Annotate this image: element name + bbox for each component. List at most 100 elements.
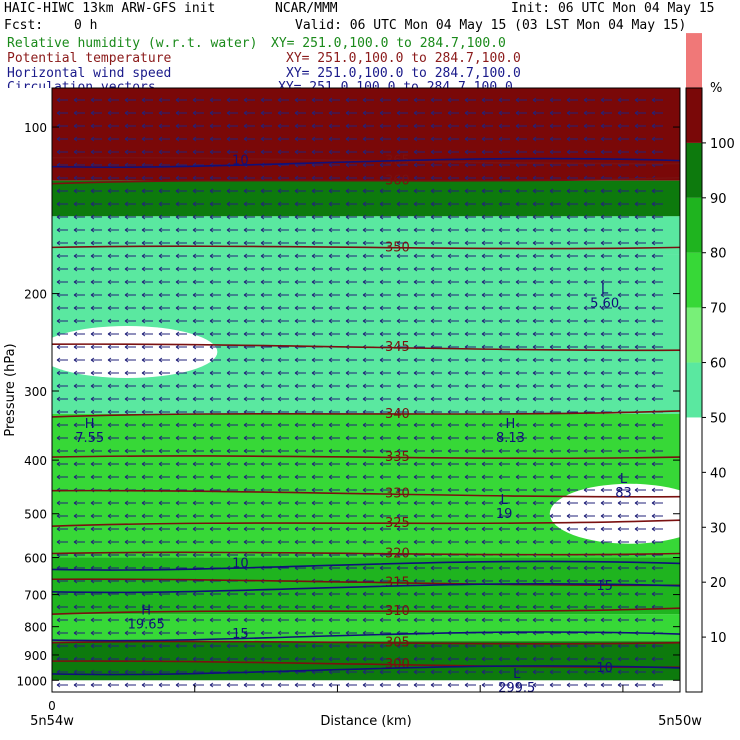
x-left-label: 5n54w bbox=[30, 714, 74, 729]
colorbar-bin bbox=[686, 197, 702, 253]
wind-contour-label: 10 bbox=[232, 556, 249, 571]
theta-contour-label: 335 bbox=[385, 450, 410, 465]
wind-contour-label: 15 bbox=[232, 627, 249, 642]
field-xy-wind: XY= 251.0,100.0 to 284.7,100.0 bbox=[286, 66, 521, 81]
extremum-value: 19 bbox=[496, 507, 513, 522]
wind-contour-label: 10 bbox=[596, 661, 613, 676]
theta-contour-label: 315 bbox=[385, 575, 410, 590]
theta-contour bbox=[51, 607, 681, 615]
theta-contour-label: 300 bbox=[385, 657, 410, 672]
theta-contour-label: 320 bbox=[385, 547, 410, 562]
colorbar-bin bbox=[686, 33, 702, 88]
theta-contour bbox=[51, 578, 681, 587]
y-tick-label: 600 bbox=[24, 552, 47, 566]
theta-contour-label: 350 bbox=[385, 240, 410, 255]
theta-contour-label: 325 bbox=[385, 516, 410, 531]
theta-contour bbox=[51, 176, 681, 185]
field-xy-rh: XY= 251.0,100.0 to 284.7,100.0 bbox=[271, 36, 506, 51]
colorbar-bin bbox=[686, 88, 702, 143]
extremum-value: 83 bbox=[615, 486, 632, 501]
y-axis-label: Pressure (hPa) bbox=[3, 343, 18, 436]
theta-contour bbox=[51, 519, 681, 527]
theta-contour-label: 310 bbox=[385, 604, 410, 619]
colorbar-tick-label: 80 bbox=[710, 247, 727, 262]
theta-contour-label: 340 bbox=[385, 407, 410, 422]
theta-contour bbox=[51, 343, 681, 352]
colorbar-tick-label: 50 bbox=[710, 411, 727, 426]
colorbar-frame bbox=[685, 87, 703, 693]
colorbar-tick-label: 90 bbox=[710, 192, 727, 207]
y-tick-label: 700 bbox=[24, 589, 47, 603]
x-right-label: 5n50w bbox=[658, 714, 702, 729]
theta-contour-label: 330 bbox=[385, 487, 410, 502]
theta-contour bbox=[51, 455, 681, 460]
colorbar-bin bbox=[686, 362, 702, 418]
y-tick-label: 200 bbox=[24, 288, 47, 302]
y-tick-label: 500 bbox=[24, 508, 47, 522]
colorbar-tick-label: 30 bbox=[710, 521, 727, 536]
y-tick-label: 400 bbox=[24, 454, 47, 468]
theta-contour-label: 360 bbox=[385, 174, 410, 189]
theta-contour bbox=[51, 551, 681, 556]
extremum-value: 8.13 bbox=[496, 431, 525, 446]
rh-band bbox=[52, 180, 680, 217]
colorbar-bin bbox=[686, 142, 702, 198]
colorbar-unit: % bbox=[710, 81, 722, 96]
theta-contour bbox=[51, 410, 681, 418]
colorbar-tick-label: 40 bbox=[710, 466, 727, 481]
theta-contour-label: 345 bbox=[385, 340, 410, 355]
extremum-letter: L bbox=[501, 493, 509, 508]
theta-contour-label: 305 bbox=[385, 636, 410, 651]
colorbar-tick-label: 70 bbox=[710, 302, 727, 317]
y-tick-label: 1000 bbox=[16, 674, 47, 688]
title-text: HAIC-HIWC 13km ARW-GFS init bbox=[4, 1, 216, 16]
field-name-vectors: Circulation vectors bbox=[7, 80, 156, 88]
theta-contour bbox=[51, 156, 681, 165]
y-tick-label: 100 bbox=[24, 121, 47, 135]
wind-contour bbox=[51, 631, 681, 642]
theta-contour bbox=[51, 660, 681, 669]
rh-band bbox=[52, 614, 680, 642]
field-xy-theta: XY= 251.0,100.0 to 284.7,100.0 bbox=[286, 51, 521, 66]
extremum-letter: L bbox=[601, 283, 609, 298]
colorbar-bin bbox=[686, 252, 702, 308]
wind-contour bbox=[51, 582, 681, 594]
extremum-letter: L bbox=[513, 667, 521, 682]
wind-contour bbox=[51, 157, 681, 169]
x-start-label: 0 bbox=[48, 699, 56, 713]
y-tick-label: 900 bbox=[24, 649, 47, 663]
dry-region bbox=[37, 325, 218, 378]
extremum-letter: L bbox=[620, 472, 628, 487]
wind-contour-label: 10 bbox=[232, 154, 249, 169]
colorbar-tick-label: 20 bbox=[710, 576, 727, 591]
extremum-letter: H bbox=[506, 417, 516, 432]
org-text: NCAR/MMM bbox=[275, 1, 338, 16]
theta-contour bbox=[51, 640, 681, 645]
extremum-value: 19.65 bbox=[128, 617, 165, 632]
field-name-theta: Potential temperature bbox=[7, 51, 172, 66]
fcst-label: Fcst: bbox=[4, 18, 44, 33]
colorbar-tick-label: 60 bbox=[710, 357, 727, 372]
extremum-letter: H bbox=[141, 603, 151, 618]
init-text: Init: 06 UTC Mon 04 May 15 bbox=[511, 1, 715, 16]
wind-contour bbox=[51, 665, 681, 676]
colorbar-tick-label: 100 bbox=[710, 137, 735, 152]
extremum-value: 7.55 bbox=[75, 431, 104, 446]
wind-contour-label: 15 bbox=[596, 579, 613, 594]
extremum-letter: H bbox=[85, 417, 95, 432]
plot-frame bbox=[51, 87, 681, 693]
colorbar-bin bbox=[686, 307, 702, 363]
y-tick-label: 800 bbox=[24, 621, 47, 635]
field-name-wind: Horizontal wind speed bbox=[7, 66, 172, 81]
theta-contour bbox=[51, 245, 681, 250]
field-xy-vectors: XY= 251.0,100.0 to 284.7,100.0 bbox=[278, 80, 513, 88]
valid-text: Valid: 06 UTC Mon 04 May 15 (03 LST Mon … bbox=[295, 18, 687, 33]
theta-contour bbox=[51, 489, 681, 498]
field-name-rh: Relative humidity (w.r.t. water) bbox=[7, 36, 258, 51]
colorbar-bin bbox=[686, 417, 702, 692]
fcst-value: 0 h bbox=[74, 18, 98, 33]
extremum-value: 5.60 bbox=[590, 297, 619, 312]
colorbar-tick-label: 10 bbox=[710, 631, 727, 646]
y-tick-label: 300 bbox=[24, 385, 47, 399]
